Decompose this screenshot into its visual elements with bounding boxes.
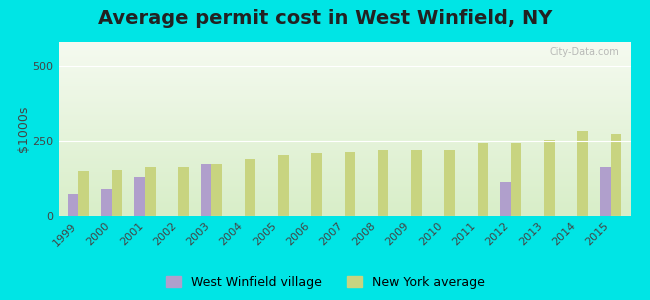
Bar [610, 134, 621, 216]
Bar [201, 164, 211, 216]
Bar [378, 150, 389, 216]
Bar [600, 167, 610, 216]
Bar [500, 182, 511, 216]
Bar [135, 177, 145, 216]
Bar [112, 169, 122, 216]
Y-axis label: $1000s: $1000s [17, 106, 30, 152]
Bar [211, 164, 222, 216]
Bar [278, 154, 289, 216]
Bar [577, 130, 588, 216]
Bar [311, 153, 322, 216]
Text: Average permit cost in West Winfield, NY: Average permit cost in West Winfield, NY [98, 9, 552, 28]
Bar [79, 171, 89, 216]
Text: City-Data.com: City-Data.com [549, 47, 619, 57]
Bar [544, 140, 554, 216]
Bar [511, 142, 521, 216]
Bar [101, 189, 112, 216]
Legend: West Winfield village, New York average: West Winfield village, New York average [161, 271, 489, 294]
Bar [478, 142, 488, 216]
Bar [178, 167, 189, 216]
Bar [145, 167, 155, 216]
Bar [444, 150, 455, 216]
Bar [245, 159, 255, 216]
Bar [344, 152, 355, 216]
Bar [411, 150, 422, 216]
Bar [68, 194, 79, 216]
